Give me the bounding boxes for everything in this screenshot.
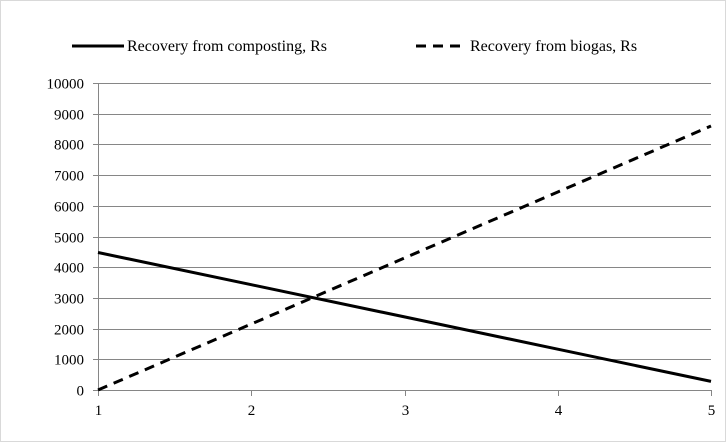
gridlines bbox=[98, 83, 711, 360]
x-tick-label-1: 2 bbox=[248, 403, 256, 419]
series bbox=[97, 124, 712, 392]
y-tick-label-4: 4000 bbox=[54, 261, 84, 277]
axes bbox=[93, 83, 712, 396]
y-tick-label-9: 9000 bbox=[54, 108, 84, 124]
y-tick-label-6: 6000 bbox=[54, 200, 84, 216]
y-tick-label-0: 0 bbox=[77, 384, 85, 400]
y-tick-label-1: 1000 bbox=[54, 353, 84, 369]
tick-labels: 0 1000 2000 3000 4000 5000 6000 7000 8000 9000 100… bbox=[47, 77, 716, 420]
y-tick-label-8: 8000 bbox=[54, 138, 84, 154]
y-tick-label-3: 3000 bbox=[54, 292, 84, 308]
x-tick-label-3: 4 bbox=[555, 403, 563, 419]
y-tick-label-7: 7000 bbox=[54, 169, 84, 185]
series-line-composting bbox=[97, 251, 712, 383]
x-tick-label-2: 3 bbox=[402, 403, 410, 419]
series-line-biogas bbox=[97, 124, 712, 392]
legend-label-1: Recovery from biogas, Rs bbox=[470, 38, 637, 55]
y-tick-label-5: 5000 bbox=[54, 231, 84, 247]
legend-label-0: Recovery from composting, Rs bbox=[127, 38, 327, 55]
legend: Recovery from composting, Rs Recovery fro… bbox=[72, 38, 637, 55]
y-tick-label-2: 2000 bbox=[54, 323, 84, 339]
x-tick-label-4: 5 bbox=[708, 403, 716, 419]
y-tick-label-10: 10000 bbox=[47, 77, 85, 93]
x-tick-label-0: 1 bbox=[95, 403, 103, 419]
